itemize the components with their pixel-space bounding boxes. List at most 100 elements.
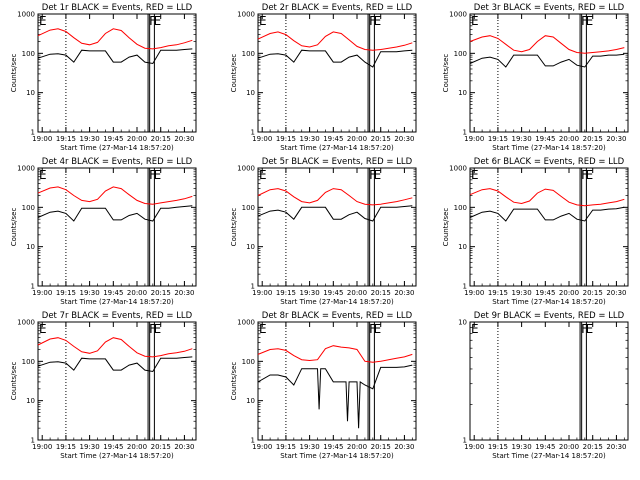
x-axis-label: Start Time (27-Mar-14 18:57:20) [60,298,174,306]
event-marker: E [586,168,594,182]
chart-title: Det 1r BLACK = Events, RED = LLD [42,3,193,13]
y-tick-label: 1000 [449,165,467,173]
plot-frame [257,167,417,287]
x-tick-label: 19:30 [300,289,320,297]
y-tick-label: 10 [26,397,35,405]
x-tick-label: 20:00 [347,443,367,451]
event-marker: E [259,14,267,28]
series-line [257,345,413,363]
x-tick-label: 20:00 [347,289,367,297]
chart-title: Det 5r BLACK = Events, RED = LLD [262,157,413,167]
x-tick-label: 19:00 [32,289,52,297]
event-marker: E [154,322,162,336]
y-tick-label: 1000 [449,11,467,19]
plot-frame [469,167,629,287]
x-axis-label: Start Time (27-Mar-14 18:57:20) [492,144,606,152]
event-marker: E [374,322,382,336]
x-tick-label: 19:45 [535,135,555,143]
x-tick-label: 19:45 [535,289,555,297]
y-axis-label: Counts/sec [10,54,18,93]
x-tick-label: 20:00 [127,135,147,143]
x-tick-label: 20:30 [606,135,626,143]
chart-panel-5: Det 5r BLACK = Events, RED = LLD 1 10 100 10… [230,157,417,306]
x-tick-label: 19:45 [323,443,343,451]
x-axis-label: Start Time (27-Mar-14 18:57:20) [280,298,394,306]
chart-panel-4: Det 4r BLACK = Events, RED = LLD 1 10 100 10… [10,157,197,306]
plot-frame [257,13,417,133]
event-marker: E [259,322,267,336]
plot-frame [257,321,417,441]
x-axis-label: Start Time (27-Mar-14 18:57:20) [492,298,606,306]
plot-frame [469,321,629,441]
x-tick-label: 20:15 [371,443,391,451]
y-tick-label: 10 [458,89,467,97]
chart-panel-6: Det 6r BLACK = Events, RED = LLD 1 10 100 10… [442,157,629,306]
x-tick-label: 19:15 [56,135,76,143]
event-marker: F [369,168,376,182]
y-axis-label: Counts/sec [230,54,238,93]
y-tick-label: 100 [242,358,255,366]
x-tick-label: 20:30 [394,135,414,143]
series-line [257,364,413,429]
x-axis-label: Start Time (27-Mar-14 18:57:20) [60,144,174,152]
event-marker: F [369,14,376,28]
event-marker: E [586,14,594,28]
x-tick-label: 20:30 [606,443,626,451]
x-tick-label: 20:30 [606,289,626,297]
x-tick-label: 19:30 [80,443,100,451]
x-tick-label: 20:15 [151,289,171,297]
chart-panel-8: Det 8r BLACK = Events, RED = LLD 1 10 100 10… [230,311,417,460]
y-tick-label: 1000 [237,165,255,173]
x-tick-label: 19:30 [512,289,532,297]
series-line [37,205,193,222]
x-tick-label: 20:15 [583,135,603,143]
x-axis-label: Start Time (27-Mar-14 18:57:20) [280,144,394,152]
event-marker: E [471,168,479,182]
x-tick-label: 19:15 [488,135,508,143]
chart-title: Det 9r BLACK = Events, RED = LLD [474,311,625,321]
chart-title: Det 4r BLACK = Events, RED = LLD [42,157,193,167]
x-tick-label: 19:45 [103,135,123,143]
x-tick-label: 19:15 [276,443,296,451]
y-tick-label: 100 [454,204,467,212]
event-marker: E [471,322,479,336]
x-tick-label: 19:45 [323,289,343,297]
x-tick-label: 20:30 [394,443,414,451]
x-axis-label: Start Time (27-Mar-14 18:57:20) [280,452,394,460]
y-tick-label: 10 [246,89,255,97]
y-tick-label: 1000 [237,11,255,19]
y-axis-label: Counts/sec [442,54,450,93]
event-marker: E [374,14,382,28]
plot-frame [37,321,197,441]
y-axis-label: Counts/sec [10,208,18,247]
chart-panel-9: Det 9r BLACK = Events, RED = LLD 1 10 19:00… [458,311,629,460]
event-marker: E [374,168,382,182]
x-tick-label: 20:30 [174,135,194,143]
series-line [469,35,625,54]
event-marker: F [581,14,588,28]
y-tick-label: 100 [22,204,35,212]
event-marker: F [369,322,376,336]
x-tick-label: 19:30 [300,443,320,451]
event-marker: F [581,168,588,182]
event-marker: F [581,322,588,336]
series-line [37,186,193,205]
x-tick-label: 19:30 [300,135,320,143]
x-axis-label: Start Time (27-Mar-14 18:57:20) [60,452,174,460]
y-tick-label: 10 [246,397,255,405]
series-line [37,356,193,373]
y-tick-label: 1 [31,129,35,137]
x-tick-label: 19:15 [488,289,508,297]
y-tick-label: 10 [246,243,255,251]
chart-title: Det 7r BLACK = Events, RED = LLD [42,311,193,321]
x-tick-label: 20:30 [174,289,194,297]
y-axis-label: Counts/sec [230,208,238,247]
x-tick-label: 20:15 [583,443,603,451]
event-marker: E [154,168,162,182]
y-tick-label: 1 [251,129,255,137]
x-tick-label: 20:00 [559,443,579,451]
chart-title: Det 2r BLACK = Events, RED = LLD [262,3,413,13]
y-tick-label: 1 [31,437,35,445]
x-tick-label: 19:00 [464,135,484,143]
y-axis-label: Counts/sec [10,362,18,401]
